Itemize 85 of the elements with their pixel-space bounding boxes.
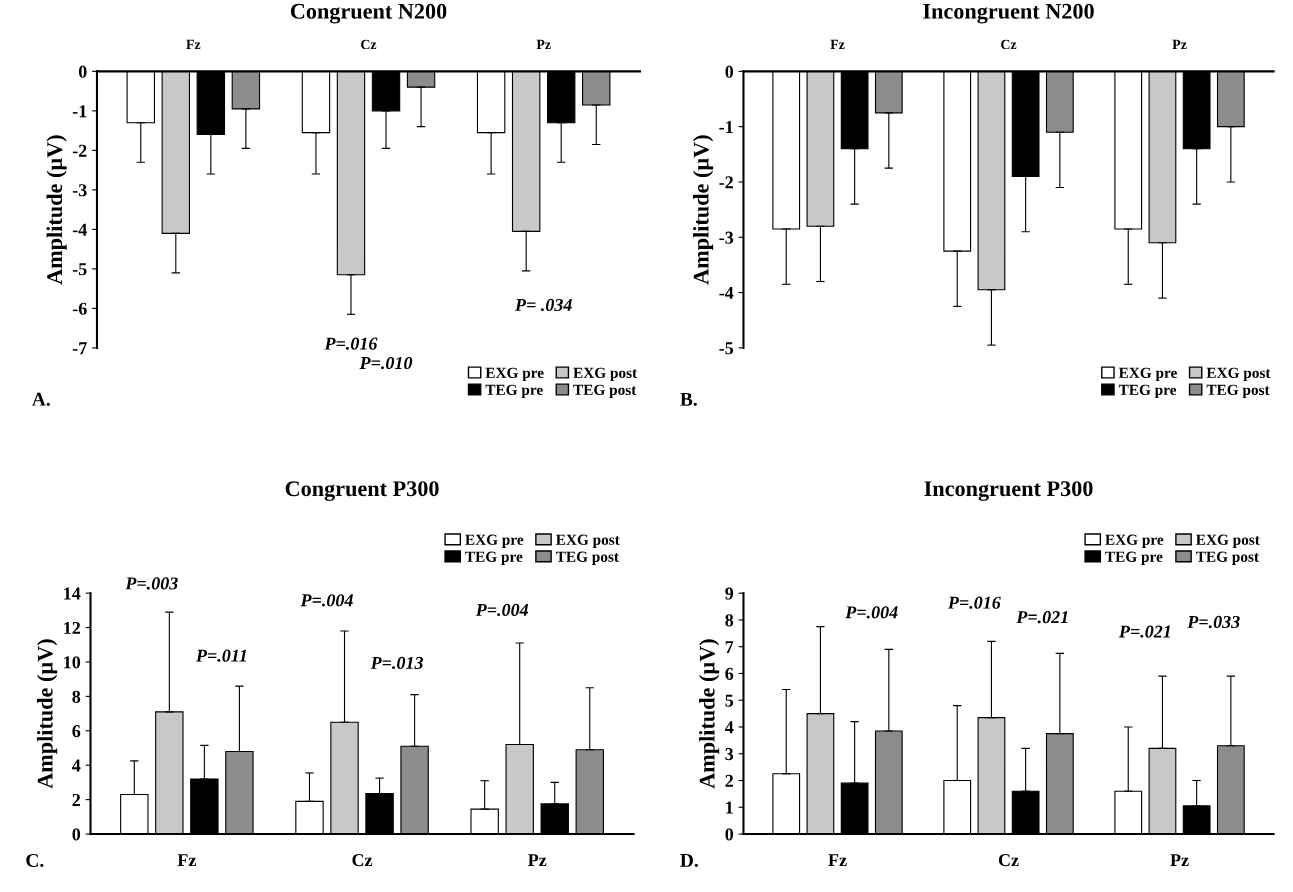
x-tick-label: Fz — [828, 854, 847, 866]
annotation: P= .034 — [514, 298, 572, 312]
y-tick-label: -2 — [719, 176, 733, 189]
y-tick-label: 12 — [64, 621, 81, 634]
x-tick-label: Cz — [352, 854, 373, 867]
annotation: P=.013 — [370, 656, 424, 670]
y-tick-label: 6 — [725, 667, 734, 680]
y-axis-title: Amplitude (µV) — [37, 639, 58, 789]
y-tick-label: -1 — [72, 105, 87, 118]
y-tick-label: -7 — [72, 342, 87, 355]
y-tick-label: 0 — [725, 828, 734, 841]
y-tick-label: -5 — [72, 263, 87, 276]
chart-title: Incongruent P300 — [924, 481, 1093, 501]
y-tick-label: 7 — [725, 641, 734, 653]
y-tick-label: -2 — [72, 144, 87, 157]
y-tick-label: -3 — [72, 184, 87, 197]
y-tick-label: 3 — [725, 748, 734, 761]
y-tick-label: -6 — [72, 302, 87, 315]
text: D. — [680, 854, 698, 868]
annotation: P=.004 — [845, 606, 898, 619]
annotation: P=.011 — [195, 649, 247, 662]
legend-label: EXG pre — [1118, 367, 1177, 382]
x-tick-label: Fz — [186, 39, 201, 49]
y-tick-label: 1 — [726, 801, 733, 814]
y-tick-label: -5 — [719, 342, 734, 355]
annotation: P=.021 — [1118, 625, 1170, 638]
text: C. — [26, 853, 44, 868]
legend-label: TEG post — [1196, 551, 1259, 565]
y-tick-label: 4 — [72, 759, 81, 772]
text: P=.010 — [359, 356, 413, 370]
text: A. — [32, 392, 50, 406]
x-tick-label: Pz — [1172, 39, 1187, 49]
chart-title: Incongruent N200 — [923, 3, 1094, 24]
y-tick-label: -1 — [719, 121, 733, 133]
y-tick-label: 2 — [725, 774, 733, 787]
legend-label: TEG pre — [1118, 384, 1177, 399]
y-tick-label: 10 — [64, 656, 81, 669]
y-tick-label: 8 — [72, 690, 81, 703]
y-tick-label: 2 — [72, 793, 81, 806]
y-tick-label: 5 — [725, 694, 734, 707]
y-axis-title: Amplitude (µV) — [46, 135, 67, 285]
y-axis-title: Amplitude (µV) — [693, 135, 714, 285]
annotation: P=.004 — [475, 603, 529, 617]
legend-label: EXG pre — [485, 367, 544, 382]
y-tick-label: 0 — [78, 65, 87, 78]
legend-label: EXG post — [555, 534, 620, 548]
legend-label: TEG post — [573, 384, 637, 399]
legend-label: EXG pre — [465, 534, 524, 548]
y-tick-label: 8 — [725, 614, 734, 627]
legend-label: TEG post — [555, 551, 619, 565]
legend-label: TEG pre — [485, 384, 543, 399]
text: P=.003 — [125, 577, 178, 590]
chart-title: Congruent P300 — [285, 481, 439, 501]
annotation: P=.021 — [1016, 611, 1068, 624]
x-tick-label: Fz — [177, 854, 196, 866]
y-tick-label: 0 — [725, 65, 734, 78]
x-tick-label: Cz — [998, 854, 1019, 867]
annotation: P=.016 — [947, 596, 1001, 609]
chart-title: Congruent N200 — [290, 3, 447, 24]
annotation: P=.016 — [324, 337, 378, 350]
y-axis-title: Amplitude (µV) — [699, 639, 720, 789]
x-tick-label: Pz — [1170, 854, 1189, 866]
x-tick-label: Cz — [361, 39, 377, 50]
y-tick-label: -4 — [719, 286, 734, 299]
annotation: P=.004 — [300, 594, 353, 607]
x-tick-label: Fz — [830, 39, 845, 49]
annotation: P=.033 — [1187, 615, 1240, 629]
x-tick-label: Pz — [528, 854, 547, 866]
legend-label: EXG post — [1206, 367, 1271, 382]
y-tick-label: 9 — [725, 587, 734, 600]
legend-label: TEG pre — [465, 551, 523, 565]
legend-label: EXG post — [573, 367, 638, 382]
x-tick-label: Pz — [536, 39, 551, 49]
y-tick-label: -3 — [719, 231, 734, 244]
x-tick-label: Cz — [1001, 39, 1017, 50]
y-tick-label: 6 — [72, 725, 81, 738]
legend-label: EXG post — [1196, 534, 1260, 548]
y-tick-label: 0 — [72, 828, 81, 841]
legend-label: TEG post — [1206, 384, 1270, 399]
y-tick-label: -4 — [72, 223, 87, 236]
y-tick-label: 14 — [64, 587, 81, 600]
text: B. — [680, 392, 697, 406]
legend-label: TEG pre — [1105, 551, 1163, 565]
legend-label: EXG pre — [1105, 534, 1164, 548]
y-tick-label: 4 — [724, 721, 734, 734]
